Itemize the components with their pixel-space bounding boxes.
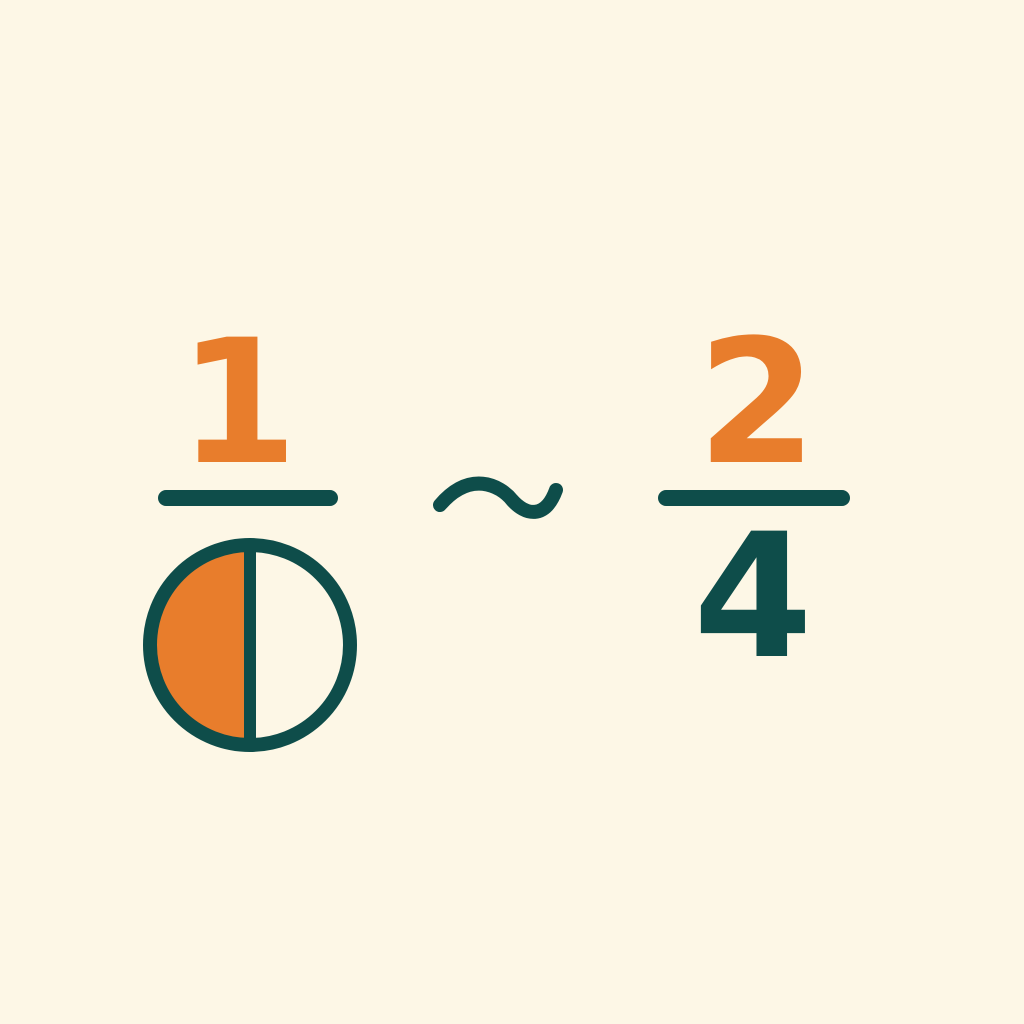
shaded-half	[150, 545, 250, 745]
tilde-symbol	[433, 476, 563, 519]
right-fraction: 2 4	[658, 302, 850, 697]
right-denominator: 4	[693, 496, 813, 697]
right-numerator: 2	[697, 302, 817, 503]
left-fraction: 1	[143, 302, 357, 752]
half-shaded-circle-icon	[143, 538, 357, 752]
left-numerator: 1	[178, 302, 298, 503]
